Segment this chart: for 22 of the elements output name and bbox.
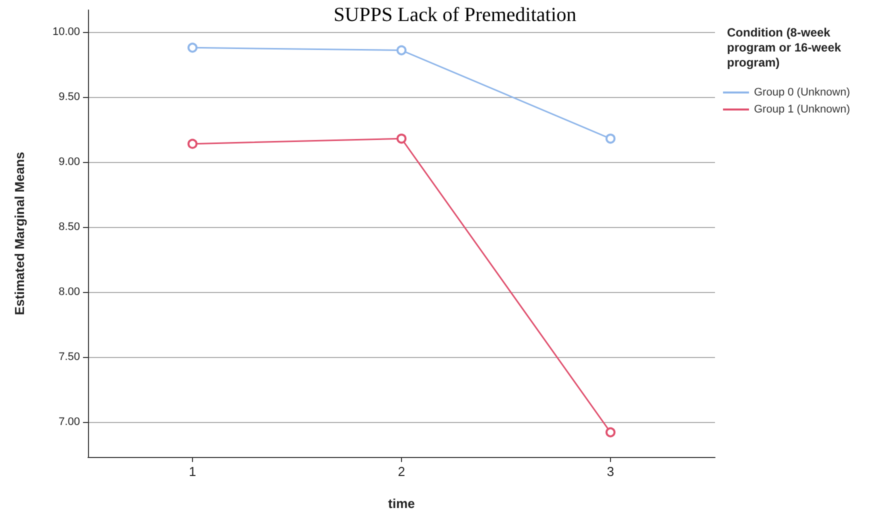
y-tick-label: 9.50 bbox=[58, 91, 80, 104]
y-tick-label: 8.00 bbox=[58, 286, 80, 298]
legend-title: Condition (8-week program or 16-week program) bbox=[727, 26, 844, 70]
y-axis-title: Estimated Marginal Means bbox=[12, 152, 27, 316]
point bbox=[606, 134, 616, 144]
chart-title: SUPPS Lack of Premeditation bbox=[334, 4, 576, 26]
legend-label: Group 0 (Unknown) bbox=[754, 86, 850, 98]
point bbox=[396, 45, 406, 56]
x-tick-label: 1 bbox=[188, 464, 196, 479]
y-tick-label: 7.50 bbox=[58, 350, 80, 363]
point bbox=[188, 138, 198, 149]
point bbox=[188, 42, 198, 53]
point bbox=[606, 427, 616, 438]
point bbox=[396, 134, 406, 144]
y-tick-label: 7.00 bbox=[58, 416, 80, 428]
x-tick-label: 3 bbox=[606, 464, 614, 479]
x-axis-title: time bbox=[388, 496, 415, 511]
y-tick-label: 9.00 bbox=[58, 156, 80, 168]
legend-label: Group 1 (Unknown) bbox=[754, 104, 850, 116]
y-tick-label: 10.00 bbox=[52, 26, 80, 38]
y-tick-label: 8.50 bbox=[58, 221, 80, 234]
x-tick-label: 2 bbox=[398, 464, 406, 479]
